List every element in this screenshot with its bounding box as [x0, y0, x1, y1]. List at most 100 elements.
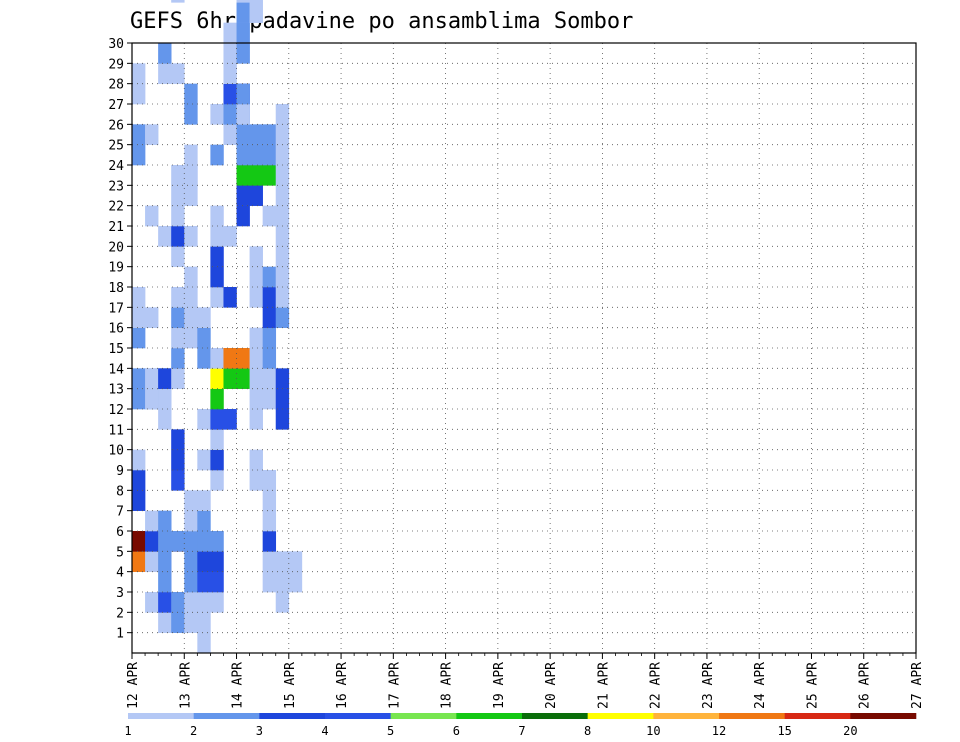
heatmap-cell	[184, 571, 198, 593]
heatmap-cell	[197, 531, 224, 552]
y-tick-label: 18	[108, 281, 124, 296]
x-tick-label: 22 APR	[649, 662, 664, 709]
heatmap-cell	[262, 205, 277, 227]
y-tick-label: 10	[108, 444, 124, 459]
heatmap-cell	[210, 409, 237, 430]
legend-label: 6	[453, 724, 460, 738]
y-tick-label: 11	[108, 423, 124, 438]
heatmap-cell	[158, 510, 172, 532]
heatmap-cell	[275, 124, 290, 145]
x-tick-label: 20 APR	[544, 662, 559, 709]
heatmap-cell	[145, 388, 159, 410]
heatmap-cell	[262, 388, 277, 410]
heatmap-cell	[236, 124, 277, 145]
heatmap-cell	[171, 63, 185, 84]
heatmap-cell	[184, 592, 198, 613]
heatmap-cell	[132, 63, 146, 84]
x-axis-labels: 12 APR 13 APR 14 APR 15 APR 16 APR 17 APR 18 A…	[126, 653, 925, 709]
x-tick-label: 21 APR	[596, 662, 611, 709]
heatmap-cell	[184, 185, 198, 206]
heatmap-cell	[275, 287, 290, 308]
heatmap-cell	[275, 388, 290, 410]
heatmap-cell	[158, 592, 172, 613]
heatmap-cell	[184, 531, 198, 552]
heatmap-cell	[158, 63, 172, 84]
heatmap-cell	[197, 592, 224, 613]
y-tick-label: 21	[108, 220, 124, 235]
x-tick-label: 26 APR	[858, 662, 873, 709]
y-tick-label: 16	[108, 322, 124, 337]
heatmap-cell	[171, 368, 185, 389]
legend-swatch	[128, 713, 194, 719]
heatmap-cell	[223, 124, 237, 145]
heatmap-cell	[158, 531, 172, 552]
heatmap-cell	[249, 470, 263, 491]
heatmap-cell	[158, 571, 172, 593]
heatmap-cell	[184, 510, 198, 532]
y-tick-label: 20	[108, 240, 124, 255]
heatmap-cell	[223, 43, 237, 64]
heatmap-cell	[171, 531, 185, 552]
legend-swatch	[193, 713, 260, 719]
heatmap-cell	[262, 510, 277, 532]
heatmap-cell	[171, 592, 185, 613]
heatmap-cell	[132, 144, 146, 166]
y-tick-label: 19	[108, 261, 124, 276]
legend-label: 5	[387, 724, 394, 738]
heatmap-cell	[249, 388, 263, 410]
heatmap-cell	[171, 205, 185, 227]
legend-swatch	[850, 713, 917, 719]
x-tick-label: 14 APR	[231, 662, 246, 709]
heatmap-cell	[197, 571, 224, 593]
heatmap-cell	[158, 612, 172, 633]
heatmap-cell	[171, 327, 185, 349]
heatmap-cell	[171, 470, 185, 491]
heatmap-cell	[132, 327, 146, 349]
heatmap-cell	[236, 83, 250, 105]
heatmap-cell	[184, 612, 198, 633]
heatmap-cell	[171, 287, 185, 308]
y-tick-label: 27	[108, 98, 124, 113]
heatmap-cell	[236, 43, 250, 64]
heatmap-cell	[210, 429, 224, 450]
x-tick-label: 25 APR	[805, 662, 820, 709]
color-scale-legend: 1 2 3 4 5 6 7 8 10 12 15 20	[124, 713, 917, 738]
y-tick-label: 8	[116, 484, 124, 499]
heatmap-cell	[197, 510, 211, 532]
heatmap-cell	[171, 612, 185, 633]
heatmap-cell	[158, 43, 172, 64]
heatmap-cell	[275, 144, 290, 166]
legend-swatch	[653, 713, 720, 719]
heatmap-cell	[171, 226, 185, 247]
heatmap-cell	[171, 449, 185, 471]
heatmap-cell	[132, 124, 146, 145]
legend-swatch	[259, 713, 326, 719]
x-tick-label: 27 APR	[910, 662, 925, 709]
heatmap-cell	[184, 307, 198, 328]
heatmap-cell	[262, 307, 277, 328]
heatmap-cell	[197, 551, 224, 572]
y-tick-label: 12	[108, 403, 124, 418]
y-tick-label: 4	[116, 566, 124, 581]
y-tick-label: 6	[116, 525, 124, 540]
heatmap-cell	[184, 551, 198, 572]
legend-label: 1	[124, 724, 131, 738]
heatmap-cell	[132, 490, 146, 511]
y-tick-label: 23	[108, 179, 124, 194]
x-tick-label: 19 APR	[492, 662, 507, 709]
heatmap-cell	[171, 429, 185, 450]
y-tick-label: 29	[108, 57, 124, 72]
heatmap-cell	[223, 287, 237, 308]
y-tick-label: 3	[116, 586, 124, 601]
heatmap-cell	[132, 470, 146, 491]
heatmap-cell	[275, 409, 290, 430]
y-tick-label: 5	[116, 545, 124, 560]
heatmap-cell	[132, 449, 146, 471]
heatmap-cell	[184, 327, 198, 349]
heatmap-cell	[158, 551, 172, 572]
heatmap-cell	[223, 22, 237, 44]
legend-swatch	[719, 713, 785, 719]
heatmap-cell	[275, 307, 290, 328]
heatmap-cell	[275, 165, 290, 186]
heatmap-cell	[145, 592, 159, 613]
